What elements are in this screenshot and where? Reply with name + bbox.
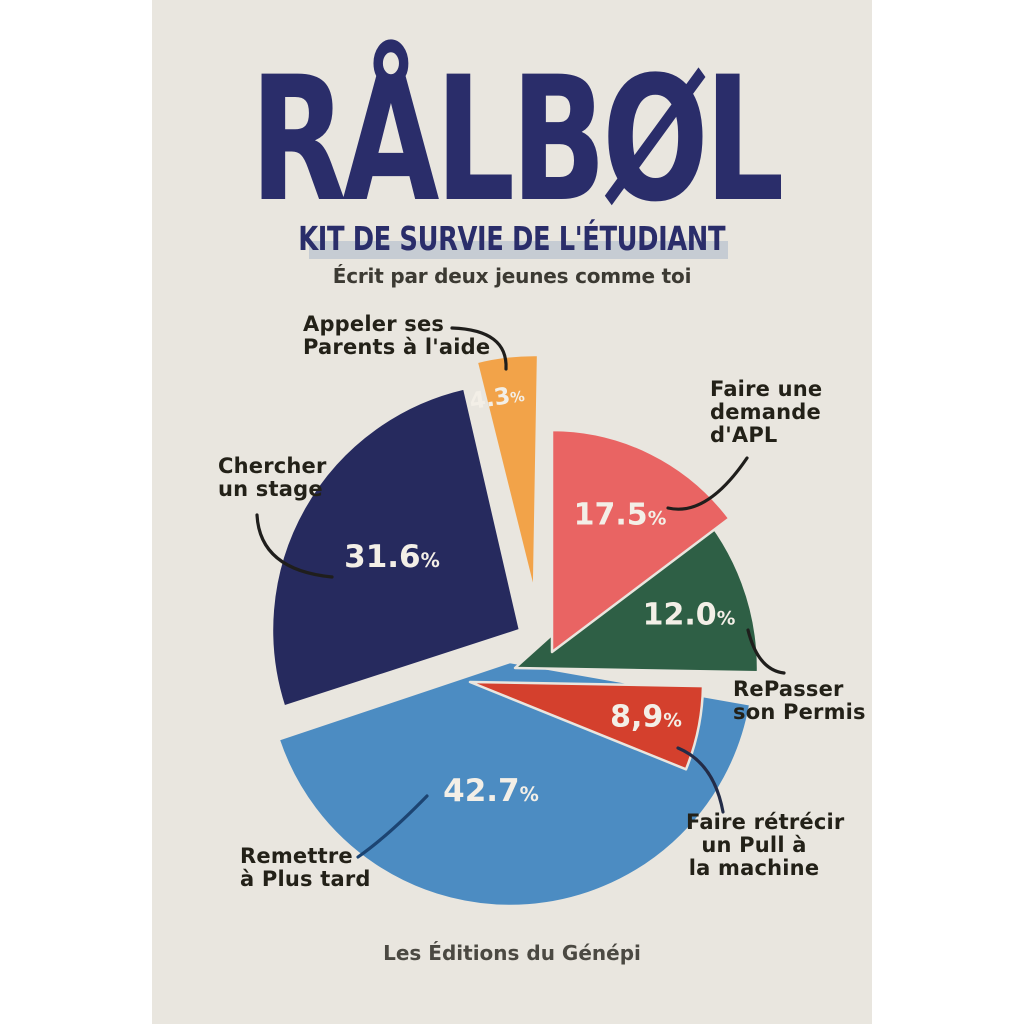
connector-appeler-parents [450,326,508,371]
percent-sign: % [716,608,736,630]
cover-title-text: RÅLBØL [250,39,784,240]
slice-value-repasser-permis: 12.0% [642,597,736,633]
slice-label-repasser-permis: RePasser son Permis [733,677,866,724]
slice-label-demande-apl: Faire une demande d'APL [710,377,823,447]
pie-slice-chercher-stage [270,387,522,708]
connector-demande-apl [666,456,749,511]
slice-value-chercher-stage: 31.6% [344,539,440,575]
slice-value-retrecir-pull: 8,9% [610,699,682,735]
slice-label-remettre-plus-tard: Remettre à Plus tard [240,844,371,891]
cover-subtitle-text: KIT DE SURVIE DE L'ÉTUDIANT [298,219,726,258]
pie-slice-appeler-parents [475,353,540,594]
connector-repasser-permis [746,628,786,675]
percent-sign: % [509,388,526,407]
pie-slice-demande-apl [550,428,731,654]
pie-slice-retrecir-pull [468,680,705,771]
percent-sign: % [519,783,539,806]
slice-label-retrecir-pull: Faire rétrécir un Pull à la machine [686,810,845,880]
cover-subtitle: KIT DE SURVIE DE L'ÉTUDIANT [152,222,872,255]
percent-sign: % [420,549,440,572]
slice-label-appeler-parents: Appeler ses Parents à l'aide [303,312,491,359]
publisher-footer: Les Éditions du Génépi [383,941,641,965]
connector-chercher-stage [255,513,334,579]
slice-label-chercher-stage: Chercher un stage [218,454,327,501]
connector-lines [255,326,786,859]
cover-title: RÅLBØL [152,54,872,226]
cover-tagline: Écrit par deux jeunes comme toi [332,264,692,288]
subtitle-highlight-bar [309,241,728,259]
percent-sign: % [663,710,682,732]
pie-slices-layer [270,353,760,908]
percent-sign: % [647,508,667,530]
slice-value-demande-apl: 17.5% [573,497,667,533]
connector-retrecir-pull [676,746,725,814]
connector-remettre-plus-tard [356,794,429,859]
slice-value-remettre-plus-tard: 42.7% [443,773,539,809]
